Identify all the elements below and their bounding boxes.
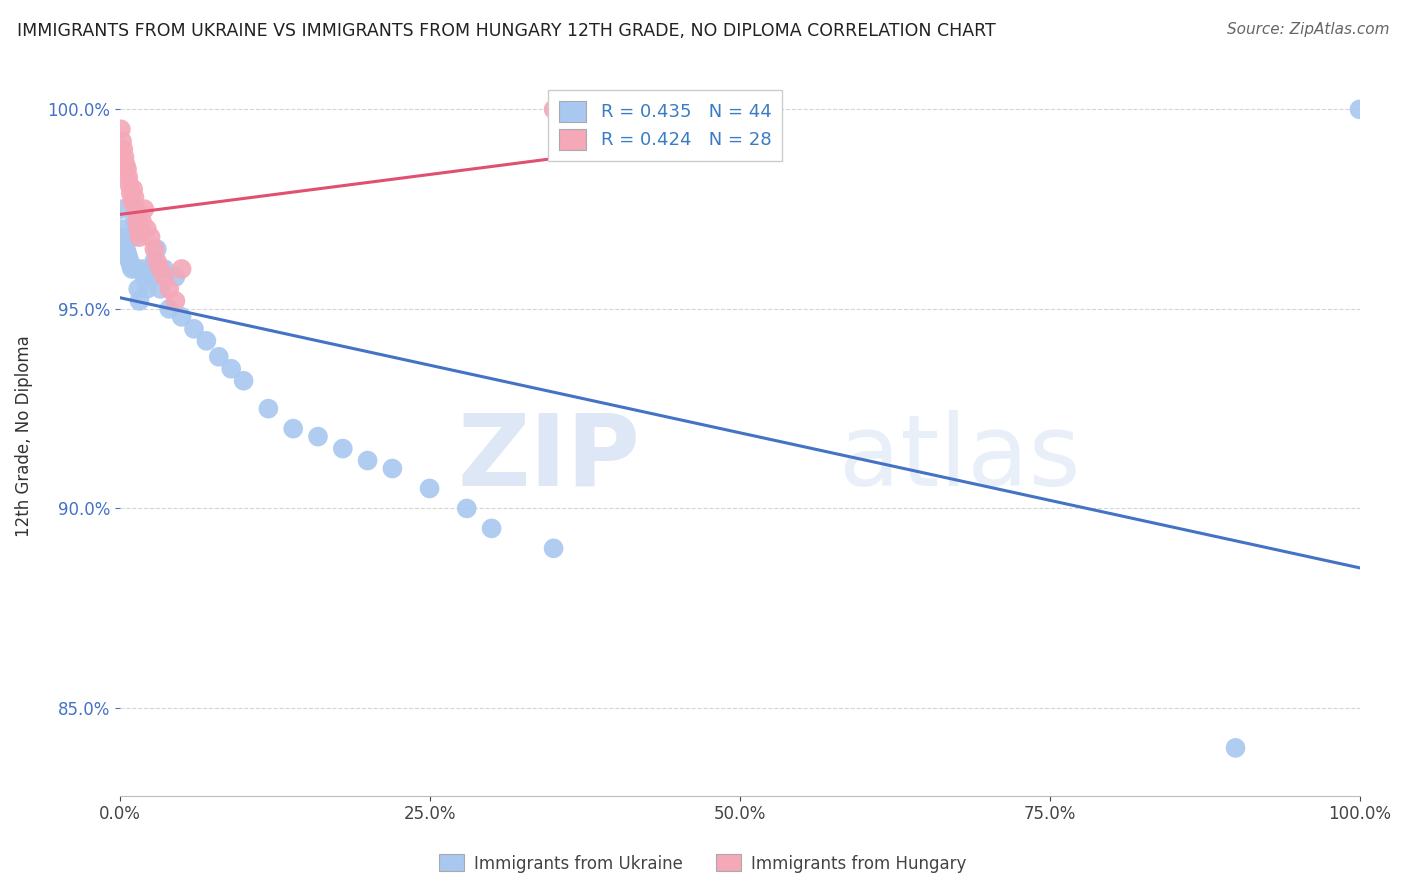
Text: Source: ZipAtlas.com: Source: ZipAtlas.com bbox=[1226, 22, 1389, 37]
Point bbox=[1348, 103, 1371, 117]
Point bbox=[195, 334, 218, 348]
Point bbox=[121, 262, 143, 277]
Point bbox=[143, 254, 166, 268]
Point bbox=[139, 270, 162, 285]
Point bbox=[124, 214, 146, 228]
Point bbox=[117, 170, 139, 185]
Point bbox=[118, 178, 141, 193]
Point bbox=[146, 254, 169, 268]
Point bbox=[143, 242, 166, 256]
Point bbox=[110, 122, 132, 136]
Point bbox=[149, 262, 172, 277]
Point bbox=[121, 194, 143, 209]
Point bbox=[124, 190, 146, 204]
Point bbox=[165, 293, 187, 308]
Point bbox=[149, 282, 172, 296]
Point bbox=[134, 202, 156, 216]
Point bbox=[232, 374, 254, 388]
Point bbox=[139, 230, 162, 244]
Point bbox=[118, 254, 141, 268]
Point bbox=[153, 270, 176, 285]
Point bbox=[125, 214, 148, 228]
Point bbox=[125, 202, 148, 216]
Point bbox=[381, 461, 404, 475]
Legend: Immigrants from Ukraine, Immigrants from Hungary: Immigrants from Ukraine, Immigrants from… bbox=[433, 847, 973, 880]
Point bbox=[125, 262, 148, 277]
Point bbox=[114, 242, 136, 256]
Point bbox=[419, 482, 441, 496]
Point bbox=[120, 258, 142, 272]
Point bbox=[165, 270, 187, 285]
Point bbox=[146, 242, 169, 256]
Point bbox=[111, 222, 134, 236]
Point bbox=[134, 270, 156, 285]
Point bbox=[1225, 740, 1247, 755]
Point bbox=[283, 422, 305, 436]
Point bbox=[127, 282, 149, 296]
Point bbox=[157, 301, 180, 316]
Point bbox=[125, 202, 148, 216]
Point bbox=[127, 222, 149, 236]
Point bbox=[131, 214, 153, 228]
Point bbox=[110, 202, 132, 216]
Point bbox=[153, 262, 176, 277]
Point bbox=[128, 293, 150, 308]
Point bbox=[117, 250, 139, 264]
Point bbox=[356, 453, 378, 467]
Point bbox=[120, 186, 142, 201]
Point bbox=[208, 350, 231, 364]
Point bbox=[543, 541, 565, 556]
Text: atlas: atlas bbox=[839, 409, 1080, 507]
Legend: R = 0.435   N = 44, R = 0.424   N = 28: R = 0.435 N = 44, R = 0.424 N = 28 bbox=[548, 90, 782, 161]
Point bbox=[219, 361, 242, 376]
Point bbox=[112, 230, 135, 244]
Point bbox=[135, 222, 157, 236]
Text: ZIP: ZIP bbox=[457, 409, 640, 507]
Point bbox=[456, 501, 478, 516]
Point bbox=[128, 230, 150, 244]
Point bbox=[183, 322, 205, 336]
Point bbox=[481, 521, 503, 535]
Point bbox=[131, 262, 153, 277]
Point bbox=[115, 162, 138, 177]
Point bbox=[157, 282, 180, 296]
Point bbox=[543, 103, 565, 117]
Point bbox=[112, 142, 135, 156]
Point bbox=[114, 150, 136, 164]
Point bbox=[114, 238, 136, 252]
Y-axis label: 12th Grade, No Diploma: 12th Grade, No Diploma bbox=[15, 335, 32, 538]
Point bbox=[257, 401, 280, 416]
Point bbox=[114, 158, 136, 172]
Point bbox=[135, 282, 157, 296]
Point bbox=[170, 310, 193, 324]
Point bbox=[115, 246, 138, 260]
Point bbox=[122, 182, 145, 196]
Point bbox=[111, 134, 134, 148]
Point bbox=[170, 262, 193, 277]
Point bbox=[122, 230, 145, 244]
Text: IMMIGRANTS FROM UKRAINE VS IMMIGRANTS FROM HUNGARY 12TH GRADE, NO DIPLOMA CORREL: IMMIGRANTS FROM UKRAINE VS IMMIGRANTS FR… bbox=[17, 22, 995, 40]
Point bbox=[307, 429, 329, 443]
Point bbox=[332, 442, 354, 456]
